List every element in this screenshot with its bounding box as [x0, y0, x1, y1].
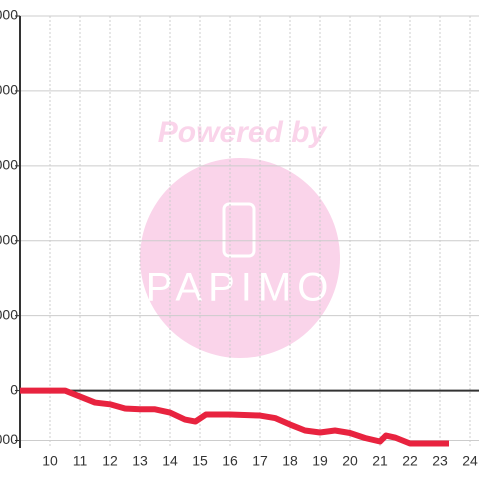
- x-tick-label: 14: [162, 453, 178, 469]
- x-tick-label: 20: [342, 453, 358, 469]
- line: [20, 387, 449, 447]
- x-tick-label: 17: [252, 453, 268, 469]
- grid: [20, 15, 479, 448]
- x-tick-label: 18: [282, 453, 298, 469]
- x-tick-label: 19: [312, 453, 328, 469]
- x-tick-label: 15: [192, 453, 208, 469]
- y-tick-label: 30,000: [0, 306, 18, 322]
- watermark-phone: [222, 202, 256, 258]
- x-tick-label: 11: [73, 453, 88, 469]
- x-tick-label: 12: [102, 453, 118, 469]
- y-tick-label: 150,000: [0, 7, 18, 23]
- x-tick-label: 22: [402, 453, 418, 469]
- x-tick-label: 10: [42, 453, 58, 469]
- y-tick-label: 0: [10, 381, 18, 397]
- x-tick-label: 23: [432, 453, 448, 469]
- x-tick-label: 16: [222, 453, 238, 469]
- x-tick-label: 24: [462, 453, 478, 469]
- y-tick-label: 60,000: [0, 231, 18, 247]
- x-tick-label: 21: [372, 453, 388, 469]
- watermark-logo: PAPIMO: [146, 266, 335, 310]
- x-tick-label: 13: [132, 453, 148, 469]
- y-tick-label: 120,000: [0, 82, 18, 98]
- watermark-text: Powered by: [158, 116, 328, 149]
- y-tick-label: -20,000: [0, 431, 18, 447]
- y-tick-label: 90,000: [0, 157, 18, 173]
